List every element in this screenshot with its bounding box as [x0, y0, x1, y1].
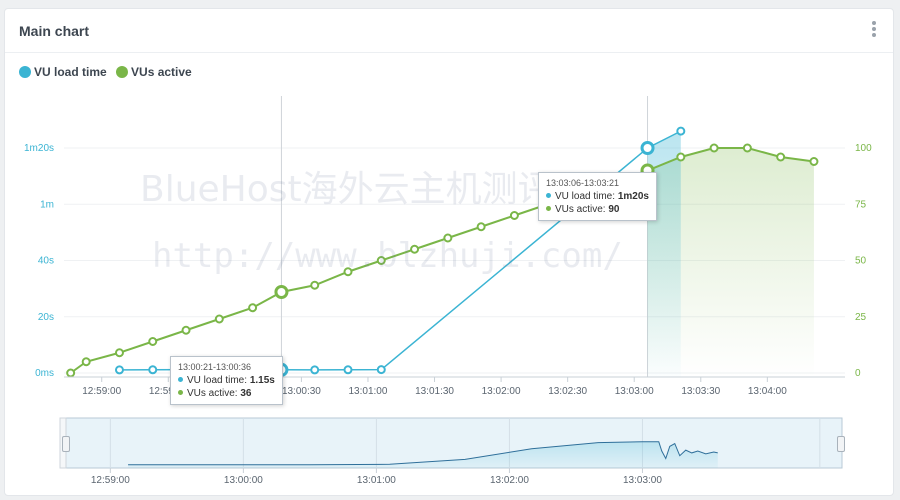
y-left-tick-label: 1m	[40, 199, 54, 210]
vus-point[interactable]	[809, 157, 819, 166]
vus-point[interactable]	[310, 280, 320, 290]
load-time-line[interactable]	[119, 130, 682, 371]
tooltip-1303: 13:03:06-13:03:21 VU load time: 1m20s VU…	[538, 172, 657, 221]
tooltip-time-range: 13:00:21-13:00:36	[178, 362, 252, 372]
vus-line[interactable]	[70, 147, 815, 374]
vus-point[interactable]	[343, 267, 353, 277]
panel-title: Main chart	[19, 23, 90, 39]
y-right-tick-label: 0	[855, 368, 861, 379]
load-time-point[interactable]	[676, 126, 686, 136]
navigator-tick-label: 13:00:00	[224, 475, 263, 486]
x-tick-label: 13:00:30	[282, 386, 321, 397]
tooltip-load-label: VU load time:	[187, 375, 250, 386]
vus-point[interactable]	[410, 244, 420, 254]
tooltip-vus-value: 90	[608, 204, 620, 215]
load-time-point[interactable]	[640, 141, 655, 155]
legend-dot-vus-icon	[116, 66, 129, 78]
load-time-point[interactable]	[114, 365, 124, 375]
vus-point[interactable]	[709, 143, 719, 153]
vus-point[interactable]	[66, 368, 76, 378]
vus-point[interactable]	[676, 152, 686, 162]
tooltip-vus-row: VUs active: 90	[546, 203, 649, 216]
navigator-tick-label: 13:01:00	[357, 475, 396, 486]
navigator-tick-label: 13:03:00	[623, 475, 662, 486]
y-right-tick-label: 100	[855, 143, 872, 154]
y-right-tick-label: 75	[855, 199, 867, 210]
vus-point[interactable]	[248, 303, 258, 313]
x-tick-label: 13:04:00	[748, 386, 787, 397]
legend-dot-load-time-icon	[19, 66, 31, 78]
tooltip-load-dot-icon	[546, 193, 551, 198]
y-left-tick-label: 20s	[38, 312, 54, 323]
navigator-tick-label: 12:59:00	[91, 475, 130, 486]
x-tick-label: 13:01:00	[349, 386, 388, 397]
y-left-tick-label: 0ms	[35, 368, 54, 379]
navigator-line	[128, 441, 718, 466]
kebab-menu-icon[interactable]	[869, 21, 879, 39]
vus-point[interactable]	[181, 325, 191, 335]
navigator-area-fill	[128, 441, 718, 468]
tooltip-load-label: VU load time:	[555, 191, 618, 202]
vus-area-fill	[647, 148, 814, 377]
vus-point[interactable]	[776, 152, 786, 162]
vus-point[interactable]	[742, 143, 752, 153]
vus-point[interactable]	[509, 211, 519, 220]
legend-item-vus[interactable]: VUs active	[116, 65, 192, 79]
panel-header: Main chart	[5, 9, 893, 53]
tooltip-vus-dot-icon	[178, 390, 183, 395]
navigator-tick-label: 13:02:00	[490, 475, 529, 486]
legend-label-vus: VUs active	[131, 65, 192, 79]
tooltip-vus-row: VUs active: 36	[178, 387, 275, 400]
x-tick-label: 13:03:30	[681, 386, 720, 397]
vus-point[interactable]	[81, 357, 91, 367]
tooltip-time-range: 13:03:06-13:03:21	[546, 178, 620, 188]
vus-point[interactable]	[376, 256, 386, 265]
vus-point[interactable]	[214, 314, 224, 324]
tooltip-load-dot-icon	[178, 377, 183, 382]
legend-label-load-time: VU load time	[34, 65, 107, 79]
navigator-left-handle[interactable]	[62, 436, 70, 452]
x-tick-label: 13:01:30	[415, 386, 454, 397]
vus-point[interactable]	[114, 348, 124, 358]
y-right-tick-label: 25	[855, 312, 867, 323]
tooltip-vus-dot-icon	[546, 206, 551, 211]
chart-legend: VU load time VUs active	[19, 65, 198, 81]
x-tick-label: 13:02:30	[548, 386, 587, 397]
y-left-tick-label: 40s	[38, 256, 54, 267]
tooltip-load-row: VU load time: 1.15s	[178, 374, 275, 387]
y-right-tick-label: 50	[855, 256, 867, 267]
x-tick-label: 12:59:00	[82, 386, 121, 397]
vus-point[interactable]	[443, 233, 453, 243]
tooltip-load-value: 1m20s	[617, 191, 649, 202]
tooltip-vus-label: VUs active:	[555, 204, 609, 215]
load-time-point[interactable]	[310, 365, 320, 375]
x-tick-label: 13:03:00	[615, 386, 654, 397]
load-time-point[interactable]	[343, 365, 353, 375]
tooltip-1300: 13:00:21-13:00:36 VU load time: 1.15s VU…	[170, 356, 283, 405]
legend-item-load-time[interactable]: VU load time	[19, 65, 107, 79]
x-tick-label: 13:02:00	[482, 386, 521, 397]
load-time-point[interactable]	[376, 365, 386, 375]
tooltip-load-row: VU load time: 1m20s	[546, 190, 649, 203]
tooltip-vus-value: 36	[240, 388, 252, 399]
y-left-tick-label: 1m20s	[24, 143, 54, 154]
vus-point[interactable]	[476, 222, 486, 232]
load-time-point[interactable]	[148, 365, 158, 375]
tooltip-vus-label: VUs active:	[187, 388, 241, 399]
vus-point[interactable]	[148, 337, 158, 346]
x-tick-label: 12:59:30	[149, 386, 188, 397]
vus-point[interactable]	[274, 285, 289, 299]
navigator-right-handle[interactable]	[837, 436, 845, 452]
tooltip-load-value: 1.15s	[249, 375, 275, 386]
